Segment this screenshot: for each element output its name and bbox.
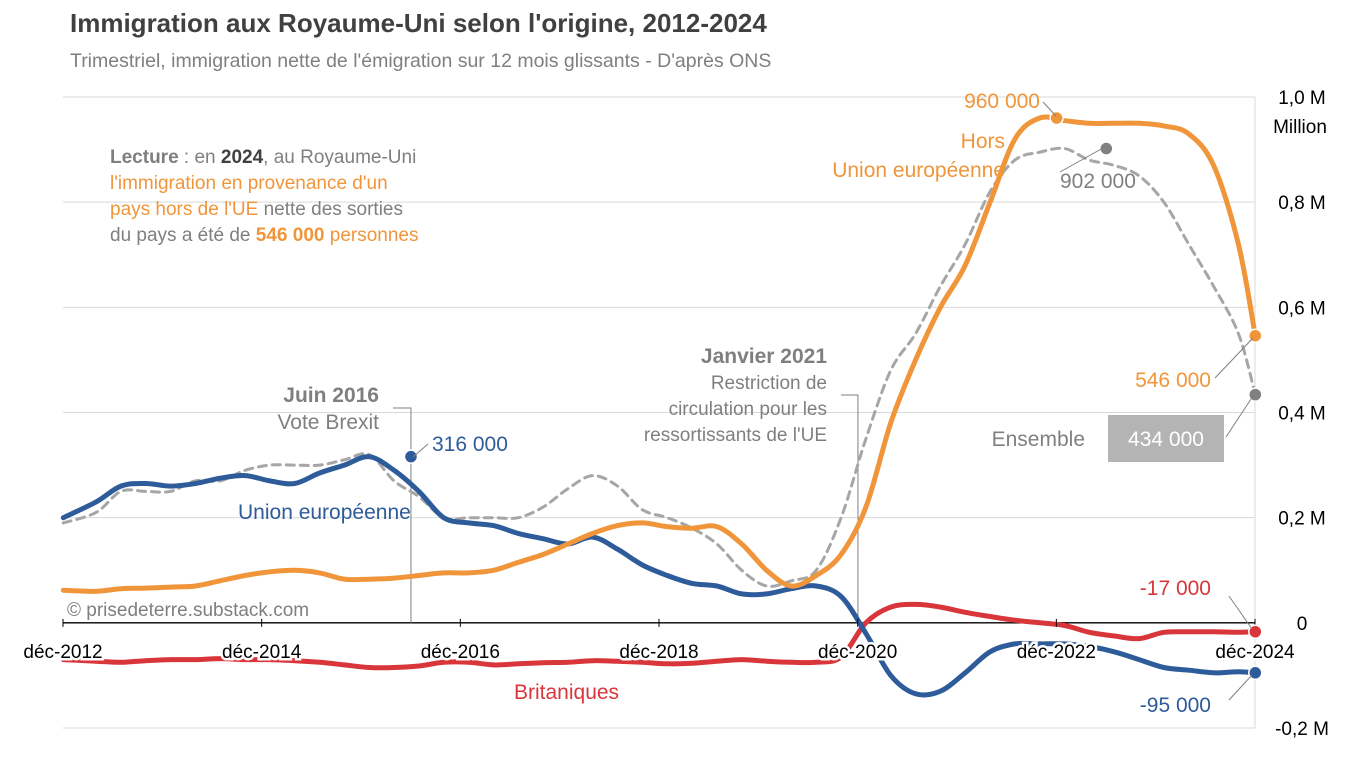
x-tick-label: déc-2018 bbox=[619, 642, 698, 663]
reading-note-line-2: l'immigration en provenance d'un bbox=[110, 173, 388, 194]
y-tick-label: -0,2 M bbox=[1275, 719, 1329, 740]
y-tick-label: 0,6 M bbox=[1278, 298, 1326, 319]
reading-note-year: 2024 bbox=[221, 147, 264, 168]
series-line-total bbox=[61, 146, 1257, 588]
label-total-end-box bbox=[1108, 415, 1224, 462]
label-non-eu-peak: 960 000 bbox=[964, 90, 1040, 113]
reading-note-text: : en bbox=[179, 147, 221, 168]
reading-note-highlight: personnes bbox=[324, 225, 418, 246]
x-tick-label: déc-2016 bbox=[421, 642, 500, 663]
y-tick-label: 0,8 M bbox=[1278, 193, 1326, 214]
leader-non-eu-peak bbox=[1042, 101, 1057, 117]
y-tick-label: 1,0 M bbox=[1278, 88, 1326, 109]
restriction-title: Janvier 2021 bbox=[701, 345, 827, 368]
label-eu-peak: 316 000 bbox=[432, 433, 508, 456]
leader-total-peak bbox=[1059, 147, 1104, 173]
series-label-total: Ensemble bbox=[992, 428, 1085, 451]
reading-note-highlight: pays hors de l'UE bbox=[110, 199, 258, 220]
y-tick-label: 0,2 M bbox=[1278, 509, 1326, 530]
x-axis: déc-2012 déc-2014 déc-2016 déc-2018 déc-2020… bbox=[21, 618, 1298, 666]
restriction-text-2: circulation pour les bbox=[669, 399, 827, 420]
reading-note-text: nette des sorties bbox=[258, 199, 403, 220]
y-axis: 1,0 M 0,8 M 0,6 M 0,4 M 0,2 M 0 -0,2 M Million bbox=[1273, 88, 1329, 740]
brexit-text: Vote Brexit bbox=[277, 411, 379, 434]
event-line bbox=[393, 407, 412, 623]
data-point-marker bbox=[1099, 141, 1114, 156]
label-non-eu-end: 546 000 bbox=[1135, 369, 1211, 392]
brexit-title: Juin 2016 bbox=[283, 384, 379, 407]
data-point-marker bbox=[1248, 665, 1263, 681]
x-tick-label: déc-2024 bbox=[1215, 642, 1295, 663]
label-total-end: 434 000 bbox=[1128, 428, 1204, 451]
reading-note-line-1: Lecture : en 2024, au Royaume-Uni bbox=[110, 147, 416, 168]
series-label-british: Britaniques bbox=[514, 681, 619, 704]
x-tick-label: déc-2014 bbox=[222, 642, 302, 663]
chart-title: Immigration aux Royaume-Uni selon l'orig… bbox=[70, 8, 767, 38]
label-eu-end: -95 000 bbox=[1140, 694, 1211, 717]
series-label-eu: Union européenne bbox=[238, 501, 411, 524]
highlighted-points bbox=[403, 110, 1263, 681]
leader-non-eu-end bbox=[1214, 337, 1254, 379]
y-tick-label: 0,4 M bbox=[1278, 404, 1326, 425]
reading-note-text: , au Royaume-Uni bbox=[263, 147, 416, 168]
chart-subtitle: Trimestriel, immigration nette de l'émig… bbox=[70, 50, 772, 72]
data-point-marker bbox=[403, 449, 419, 464]
y-tick-label: 0 bbox=[1297, 614, 1308, 635]
reading-note-text: du pays a été de bbox=[110, 225, 256, 246]
y-axis-unit: Million bbox=[1273, 117, 1327, 138]
series-lines bbox=[60, 114, 1258, 698]
reading-note-line-4: du pays a été de 546 000 personnes bbox=[110, 225, 418, 246]
label-total-peak: 902 000 bbox=[1060, 170, 1136, 193]
leader-uk-end bbox=[1228, 595, 1253, 630]
label-uk-end: -17 000 bbox=[1140, 577, 1211, 600]
leader-total-end bbox=[1225, 395, 1254, 438]
series-line-eu bbox=[60, 454, 1258, 698]
x-tick-label: déc-2012 bbox=[23, 642, 102, 663]
restriction-text-1: Restriction de bbox=[711, 373, 827, 394]
x-tick-label: déc-2020 bbox=[818, 642, 897, 663]
leader-eu-peak bbox=[412, 443, 429, 458]
series-label-non-eu-2: Union européenne bbox=[832, 159, 1005, 182]
series-line-non-eu bbox=[60, 114, 1258, 594]
x-tick-label: déc-2022 bbox=[1017, 642, 1096, 663]
reading-note-value: 546 000 bbox=[256, 225, 325, 246]
series-label-non-eu-1: Hors bbox=[961, 130, 1005, 153]
event-markers bbox=[393, 394, 859, 623]
reading-note-bold: Lecture bbox=[110, 147, 179, 168]
data-point-marker bbox=[1049, 110, 1064, 126]
reading-note-line-3: pays hors de l'UE nette des sorties bbox=[110, 199, 403, 220]
series-line-british bbox=[60, 601, 1258, 671]
restriction-text-3: ressortissants de l'UE bbox=[644, 425, 827, 446]
event-line bbox=[841, 394, 859, 623]
credit: © prisedeterre.substack.com bbox=[67, 600, 309, 621]
leader-eu-end bbox=[1228, 674, 1253, 701]
